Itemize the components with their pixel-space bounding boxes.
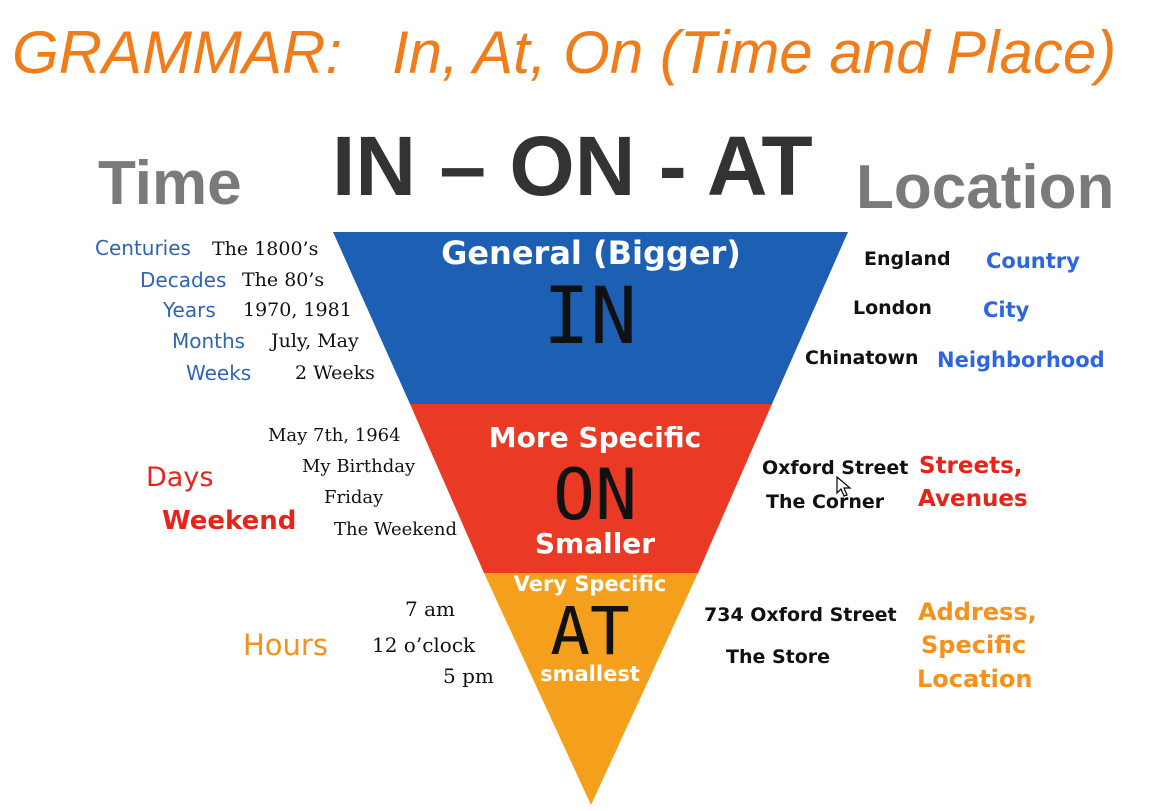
on-caption-bottom: Smaller <box>534 527 656 560</box>
time-at-example: 12 o’clock <box>372 633 476 657</box>
loc-in-place: London <box>853 297 932 319</box>
time-heading: Time <box>98 149 242 218</box>
loc-on-place: Oxford Street <box>762 457 909 479</box>
at-caption-top: Very Specific <box>513 572 667 596</box>
time-in-label: Years <box>163 298 216 322</box>
time-at-label-hours: Hours <box>243 628 328 662</box>
time-on-example: The Weekend <box>334 519 457 540</box>
loc-in-label: City <box>983 298 1030 322</box>
time-at-example: 7 am <box>405 597 455 621</box>
on-caption-top: More Specific <box>488 421 702 454</box>
loc-at-place: The Store <box>726 646 831 668</box>
loc-at-label-address: Address, <box>918 598 1037 626</box>
title-grammar: GRAMMAR: <box>12 19 342 86</box>
mouse-cursor-icon <box>836 476 852 497</box>
time-in-label: Weeks <box>186 361 252 385</box>
loc-at-place: 734 Oxford Street <box>704 604 897 626</box>
pyramid-at-section <box>484 573 698 805</box>
at-word: AT <box>550 593 630 670</box>
at-caption-bottom: smallest <box>540 662 640 686</box>
time-in-label: Decades <box>140 268 227 292</box>
loc-on-label-streets: Streets, <box>919 453 1023 479</box>
in-caption: General (Bigger) <box>441 234 741 272</box>
time-in-example: July, May <box>271 330 359 352</box>
loc-at-label-specific: Specific <box>921 631 1027 659</box>
time-on-label-days: Days <box>146 462 214 493</box>
time-in-example: 2 Weeks <box>295 362 375 384</box>
on-word: ON <box>552 454 638 536</box>
page-title: GRAMMAR: In, At, On (Time and Place) <box>12 18 1116 87</box>
in-word: IN <box>543 272 637 362</box>
pyramid-on-section <box>410 404 772 573</box>
location-heading: Location <box>856 153 1115 222</box>
loc-in-label: Neighborhood <box>937 348 1105 372</box>
time-in-label: Centuries <box>95 236 191 260</box>
time-on-label-weekend: Weekend <box>162 506 297 536</box>
pyramid-in-section <box>333 232 848 404</box>
loc-at-label-location: Location <box>917 665 1033 693</box>
time-on-example: My Birthday <box>302 456 416 477</box>
loc-on-label-avenues: Avenues <box>918 486 1028 512</box>
loc-in-place: Chinatown <box>805 347 919 369</box>
loc-in-place: England <box>864 248 951 270</box>
loc-in-label: Country <box>986 249 1080 273</box>
time-in-example: The 80’s <box>242 269 325 291</box>
time-in-label: Months <box>172 329 246 353</box>
time-in-example: The 1800’s <box>212 238 319 260</box>
title-subject: In, At, On (Time and Place) <box>392 19 1117 86</box>
time-on-example: May 7th, 1964 <box>268 425 401 446</box>
loc-on-place: The Corner <box>766 491 885 513</box>
time-on-example: Friday <box>324 487 384 508</box>
time-at-example: 5 pm <box>443 664 494 688</box>
time-in-example: 1970, 1981 <box>243 299 352 321</box>
main-heading: IN – ON - AT <box>332 119 813 213</box>
